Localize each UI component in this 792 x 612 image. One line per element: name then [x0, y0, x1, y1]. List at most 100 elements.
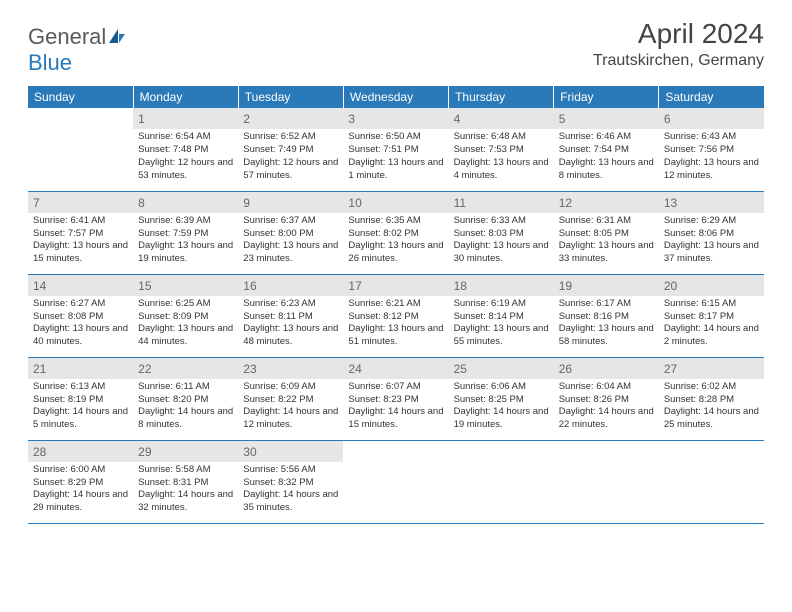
calendar-cell: 23Sunrise: 6:09 AMSunset: 8:22 PMDayligh…: [238, 357, 343, 440]
day-info: Sunrise: 6:19 AMSunset: 8:14 PMDaylight:…: [454, 298, 549, 349]
calendar-row: 7Sunrise: 6:41 AMSunset: 7:57 PMDaylight…: [28, 191, 764, 274]
calendar-cell: 24Sunrise: 6:07 AMSunset: 8:23 PMDayligh…: [343, 357, 448, 440]
day-info: Sunrise: 6:04 AMSunset: 8:26 PMDaylight:…: [559, 381, 654, 432]
weekday-header: Wednesday: [343, 86, 448, 108]
day-number: 5: [554, 108, 659, 129]
day-info: Sunrise: 5:58 AMSunset: 8:31 PMDaylight:…: [138, 464, 233, 515]
day-number: 22: [133, 358, 238, 379]
day-info: Sunrise: 6:02 AMSunset: 8:28 PMDaylight:…: [664, 381, 759, 432]
day-info: Sunrise: 6:21 AMSunset: 8:12 PMDaylight:…: [348, 298, 443, 349]
calendar-cell: 26Sunrise: 6:04 AMSunset: 8:26 PMDayligh…: [554, 357, 659, 440]
calendar-empty-cell: [343, 440, 448, 523]
day-info: Sunrise: 6:25 AMSunset: 8:09 PMDaylight:…: [138, 298, 233, 349]
calendar-empty-cell: [28, 108, 133, 191]
day-number: 24: [343, 358, 448, 379]
calendar-table: SundayMondayTuesdayWednesdayThursdayFrid…: [28, 86, 764, 524]
calendar-cell: 4Sunrise: 6:48 AMSunset: 7:53 PMDaylight…: [449, 108, 554, 191]
day-info: Sunrise: 6:27 AMSunset: 8:08 PMDaylight:…: [33, 298, 128, 349]
day-number: 3: [343, 108, 448, 129]
calendar-row: 21Sunrise: 6:13 AMSunset: 8:19 PMDayligh…: [28, 357, 764, 440]
day-info: Sunrise: 6:13 AMSunset: 8:19 PMDaylight:…: [33, 381, 128, 432]
calendar-cell: 25Sunrise: 6:06 AMSunset: 8:25 PMDayligh…: [449, 357, 554, 440]
header: GeneralBlue April 2024 Trautskirchen, Ge…: [28, 18, 764, 76]
calendar-cell: 15Sunrise: 6:25 AMSunset: 8:09 PMDayligh…: [133, 274, 238, 357]
day-info: Sunrise: 6:50 AMSunset: 7:51 PMDaylight:…: [348, 131, 443, 182]
day-info: Sunrise: 6:54 AMSunset: 7:48 PMDaylight:…: [138, 131, 233, 182]
calendar-cell: 6Sunrise: 6:43 AMSunset: 7:56 PMDaylight…: [659, 108, 764, 191]
logo-text: GeneralBlue: [28, 24, 127, 76]
day-info: Sunrise: 6:41 AMSunset: 7:57 PMDaylight:…: [33, 215, 128, 266]
day-info: Sunrise: 6:17 AMSunset: 8:16 PMDaylight:…: [559, 298, 654, 349]
calendar-page: GeneralBlue April 2024 Trautskirchen, Ge…: [0, 0, 792, 534]
calendar-row: 14Sunrise: 6:27 AMSunset: 8:08 PMDayligh…: [28, 274, 764, 357]
day-number: 8: [133, 192, 238, 213]
weekday-header: Monday: [133, 86, 238, 108]
day-info: Sunrise: 6:31 AMSunset: 8:05 PMDaylight:…: [559, 215, 654, 266]
logo: GeneralBlue: [28, 18, 127, 76]
day-number: 10: [343, 192, 448, 213]
calendar-cell: 19Sunrise: 6:17 AMSunset: 8:16 PMDayligh…: [554, 274, 659, 357]
calendar-cell: 18Sunrise: 6:19 AMSunset: 8:14 PMDayligh…: [449, 274, 554, 357]
day-number: 14: [28, 275, 133, 296]
calendar-cell: 2Sunrise: 6:52 AMSunset: 7:49 PMDaylight…: [238, 108, 343, 191]
calendar-cell: 9Sunrise: 6:37 AMSunset: 8:00 PMDaylight…: [238, 191, 343, 274]
weekday-header: Friday: [554, 86, 659, 108]
calendar-body: 1Sunrise: 6:54 AMSunset: 7:48 PMDaylight…: [28, 108, 764, 523]
calendar-cell: 11Sunrise: 6:33 AMSunset: 8:03 PMDayligh…: [449, 191, 554, 274]
day-number: 17: [343, 275, 448, 296]
calendar-head: SundayMondayTuesdayWednesdayThursdayFrid…: [28, 86, 764, 108]
calendar-cell: 14Sunrise: 6:27 AMSunset: 8:08 PMDayligh…: [28, 274, 133, 357]
day-number: 9: [238, 192, 343, 213]
calendar-cell: 21Sunrise: 6:13 AMSunset: 8:19 PMDayligh…: [28, 357, 133, 440]
day-number: 29: [133, 441, 238, 462]
calendar-cell: 7Sunrise: 6:41 AMSunset: 7:57 PMDaylight…: [28, 191, 133, 274]
weekday-header: Sunday: [28, 86, 133, 108]
weekday-header: Tuesday: [238, 86, 343, 108]
calendar-empty-cell: [449, 440, 554, 523]
calendar-cell: 1Sunrise: 6:54 AMSunset: 7:48 PMDaylight…: [133, 108, 238, 191]
calendar-cell: 10Sunrise: 6:35 AMSunset: 8:02 PMDayligh…: [343, 191, 448, 274]
day-number: 23: [238, 358, 343, 379]
day-info: Sunrise: 6:48 AMSunset: 7:53 PMDaylight:…: [454, 131, 549, 182]
weekday-header: Thursday: [449, 86, 554, 108]
calendar-cell: 8Sunrise: 6:39 AMSunset: 7:59 PMDaylight…: [133, 191, 238, 274]
calendar-cell: 30Sunrise: 5:56 AMSunset: 8:32 PMDayligh…: [238, 440, 343, 523]
day-info: Sunrise: 6:23 AMSunset: 8:11 PMDaylight:…: [243, 298, 338, 349]
day-number: 7: [28, 192, 133, 213]
day-info: Sunrise: 6:07 AMSunset: 8:23 PMDaylight:…: [348, 381, 443, 432]
day-number: 21: [28, 358, 133, 379]
day-number: 1: [133, 108, 238, 129]
calendar-cell: 29Sunrise: 5:58 AMSunset: 8:31 PMDayligh…: [133, 440, 238, 523]
day-number: 26: [554, 358, 659, 379]
calendar-empty-cell: [659, 440, 764, 523]
day-info: Sunrise: 6:46 AMSunset: 7:54 PMDaylight:…: [559, 131, 654, 182]
calendar-cell: 3Sunrise: 6:50 AMSunset: 7:51 PMDaylight…: [343, 108, 448, 191]
calendar-cell: 5Sunrise: 6:46 AMSunset: 7:54 PMDaylight…: [554, 108, 659, 191]
day-number: 13: [659, 192, 764, 213]
calendar-cell: 12Sunrise: 6:31 AMSunset: 8:05 PMDayligh…: [554, 191, 659, 274]
calendar-cell: 17Sunrise: 6:21 AMSunset: 8:12 PMDayligh…: [343, 274, 448, 357]
logo-text-1: General: [28, 24, 106, 49]
day-number: 12: [554, 192, 659, 213]
calendar-row: 28Sunrise: 6:00 AMSunset: 8:29 PMDayligh…: [28, 440, 764, 523]
day-info: Sunrise: 6:15 AMSunset: 8:17 PMDaylight:…: [664, 298, 759, 349]
calendar-cell: 20Sunrise: 6:15 AMSunset: 8:17 PMDayligh…: [659, 274, 764, 357]
day-number: 19: [554, 275, 659, 296]
calendar-row: 1Sunrise: 6:54 AMSunset: 7:48 PMDaylight…: [28, 108, 764, 191]
logo-text-2: Blue: [28, 50, 72, 75]
logo-sail-icon: [108, 24, 126, 50]
calendar-cell: 28Sunrise: 6:00 AMSunset: 8:29 PMDayligh…: [28, 440, 133, 523]
day-number: 6: [659, 108, 764, 129]
day-number: 15: [133, 275, 238, 296]
day-number: 11: [449, 192, 554, 213]
location: Trautskirchen, Germany: [593, 52, 764, 70]
day-info: Sunrise: 6:33 AMSunset: 8:03 PMDaylight:…: [454, 215, 549, 266]
day-number: 2: [238, 108, 343, 129]
day-info: Sunrise: 5:56 AMSunset: 8:32 PMDaylight:…: [243, 464, 338, 515]
day-info: Sunrise: 6:52 AMSunset: 7:49 PMDaylight:…: [243, 131, 338, 182]
day-info: Sunrise: 6:39 AMSunset: 7:59 PMDaylight:…: [138, 215, 233, 266]
weekday-header: Saturday: [659, 86, 764, 108]
day-number: 28: [28, 441, 133, 462]
day-info: Sunrise: 6:37 AMSunset: 8:00 PMDaylight:…: [243, 215, 338, 266]
calendar-empty-cell: [554, 440, 659, 523]
